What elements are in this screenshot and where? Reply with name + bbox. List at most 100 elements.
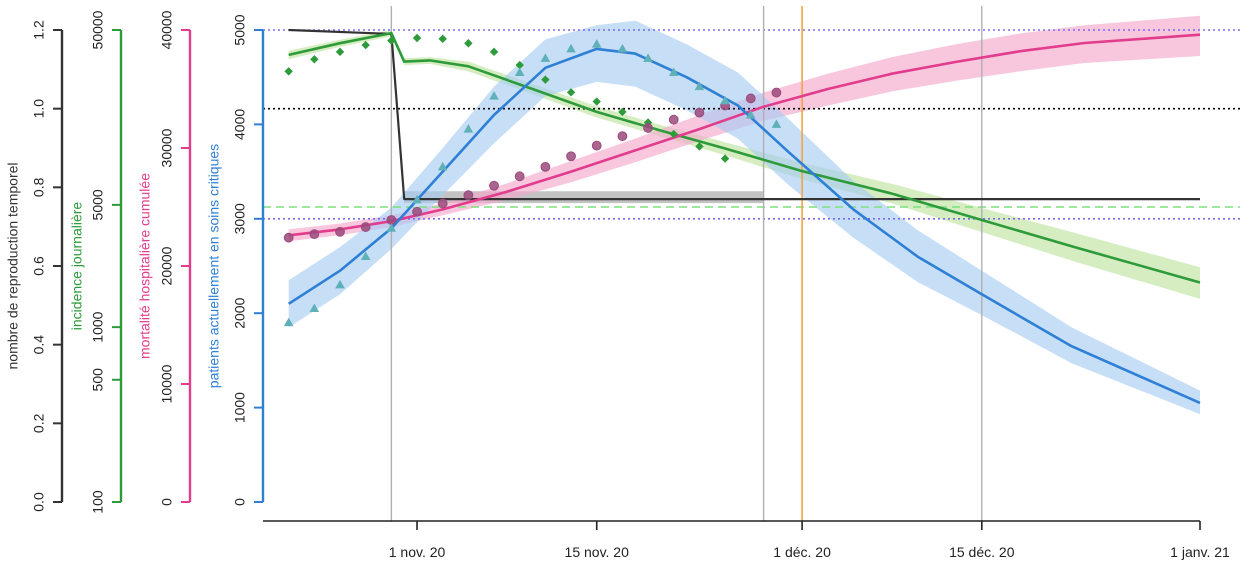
point-mortality xyxy=(694,107,705,118)
point-icu xyxy=(643,53,653,62)
point-incidence xyxy=(592,97,601,106)
point-mortality xyxy=(489,180,499,191)
point-mortality xyxy=(335,226,345,237)
x-tick-label: 1 nov. 20 xyxy=(389,544,446,560)
x-tick-label: 1 janv. 21 xyxy=(1170,544,1230,560)
point-icu xyxy=(566,43,576,53)
band-icu xyxy=(288,20,1200,415)
line-mortality xyxy=(288,33,1201,237)
point-mortality xyxy=(412,206,422,217)
point-mortality xyxy=(540,161,551,172)
point-mortality xyxy=(514,171,525,182)
y-tick-label-incidence: 5000 xyxy=(90,189,106,220)
y-tick-label-incidence: 50000 xyxy=(90,10,106,49)
y-tick-label-icu: 1000 xyxy=(232,392,248,423)
point-mortality xyxy=(591,140,602,151)
y-tick-label-r: 1.2 xyxy=(31,20,47,40)
point-icu xyxy=(720,95,730,105)
y-axis-title-icu: patients actuellement en soins critiques xyxy=(206,144,222,388)
point-icu xyxy=(591,39,602,48)
y-axis-title-r: nombre de reproduction temporel xyxy=(5,162,21,369)
x-tick-label: 1 déc. 20 xyxy=(773,544,831,560)
line-r xyxy=(288,28,1200,201)
point-incidence xyxy=(284,67,293,76)
series-lines xyxy=(287,28,1201,405)
y-tick-label-r: 0.2 xyxy=(31,413,47,433)
point-icu xyxy=(617,43,628,53)
y-tick-label-mortality: 20000 xyxy=(159,246,175,285)
point-icu xyxy=(463,124,474,133)
point-icu xyxy=(335,279,345,289)
point-icu xyxy=(412,194,422,204)
y-tick-label-icu: 4000 xyxy=(232,109,248,140)
y-tick-label-mortality: 10000 xyxy=(159,364,175,403)
y-tick-label-r: 0.6 xyxy=(31,256,47,276)
point-incidence xyxy=(669,129,678,139)
point-icu xyxy=(514,67,525,76)
point-icu xyxy=(437,161,448,171)
point-icu xyxy=(771,119,782,128)
y-tick-label-r: 1.0 xyxy=(31,99,47,119)
point-incidence xyxy=(335,47,345,57)
y-axis-title-mortality: mortalité hospitalière cumulée xyxy=(137,173,153,359)
axes: 1 nov. 20 15 nov. 20 1 déc. 20 15 déc. 20 1 … xyxy=(5,10,1230,560)
point-incidence xyxy=(387,36,396,45)
y-tick-label-mortality: 30000 xyxy=(159,128,175,167)
point-incidence xyxy=(438,34,447,44)
point-incidence xyxy=(695,142,704,151)
y-tick-label-mortality: 40000 xyxy=(159,10,175,49)
point-mortality xyxy=(745,93,756,104)
point-incidence xyxy=(515,60,524,70)
point-icu xyxy=(283,317,294,327)
point-mortality xyxy=(283,232,294,243)
line-incidence xyxy=(288,31,1201,284)
point-mortality xyxy=(437,198,448,209)
point-icu xyxy=(309,303,320,312)
y-tick-label-incidence: 100 xyxy=(90,490,106,514)
point-icu xyxy=(386,223,397,232)
y-tick-label-mortality: 0 xyxy=(159,498,175,506)
y-tick-label-r: 0.8 xyxy=(31,177,47,197)
point-icu xyxy=(489,91,499,100)
y-axis-title-incidence: incidence journalière xyxy=(69,202,85,331)
y-tick-label-r: 0.0 xyxy=(31,492,47,512)
point-mortality xyxy=(566,151,576,162)
point-incidence xyxy=(541,75,550,84)
x-tick-label: 15 nov. 20 xyxy=(565,544,630,560)
point-icu xyxy=(745,109,756,119)
point-mortality xyxy=(643,123,653,133)
y-tick-label-icu: 5000 xyxy=(232,14,248,45)
confidence-bands xyxy=(288,15,1200,415)
point-mortality xyxy=(617,131,628,142)
point-mortality xyxy=(309,229,320,240)
y-tick-label-r: 0.4 xyxy=(31,335,47,355)
point-mortality xyxy=(668,114,679,125)
y-tick-label-incidence: 500 xyxy=(90,368,106,392)
point-mortality xyxy=(360,222,371,232)
y-tick-label-icu: 2000 xyxy=(232,297,248,328)
x-tick-label: 15 déc. 20 xyxy=(949,544,1015,560)
reference-lines xyxy=(263,29,1240,220)
point-icu xyxy=(540,53,551,62)
point-incidence xyxy=(720,154,730,163)
point-icu xyxy=(668,67,679,76)
band-incidence xyxy=(288,30,1200,299)
point-mortality xyxy=(386,215,397,225)
point-incidence xyxy=(618,107,627,117)
band-mortality xyxy=(288,15,1200,242)
point-incidence xyxy=(412,33,422,43)
point-incidence xyxy=(361,40,370,50)
point-incidence xyxy=(566,88,576,97)
point-icu xyxy=(694,81,705,91)
y-tick-label-incidence: 1000 xyxy=(90,311,106,342)
y-tick-label-icu: 3000 xyxy=(232,203,248,234)
point-icu xyxy=(360,251,371,261)
point-incidence xyxy=(310,55,319,64)
vertical-lines xyxy=(390,6,983,522)
point-incidence xyxy=(464,39,473,48)
point-incidence xyxy=(489,47,499,57)
point-mortality xyxy=(771,87,782,98)
point-mortality xyxy=(463,190,474,201)
y-tick-label-icu: 0 xyxy=(232,498,248,506)
